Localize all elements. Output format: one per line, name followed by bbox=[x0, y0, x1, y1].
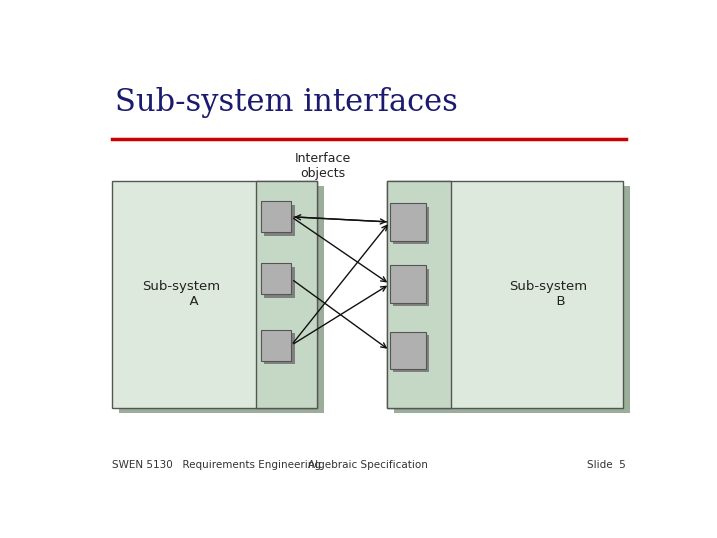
Bar bbox=[390, 203, 426, 240]
Bar bbox=[257, 181, 318, 408]
Text: Interface
objects: Interface objects bbox=[295, 152, 351, 180]
Bar bbox=[393, 335, 429, 372]
Bar bbox=[261, 201, 291, 232]
Bar bbox=[390, 265, 426, 303]
Bar bbox=[261, 330, 291, 361]
Bar bbox=[394, 186, 630, 413]
Bar bbox=[264, 267, 295, 298]
Text: Slide  5: Slide 5 bbox=[587, 459, 626, 470]
Bar bbox=[387, 181, 623, 408]
Text: Algebraic Specification: Algebraic Specification bbox=[308, 459, 427, 470]
Text: Sub-system
      B: Sub-system B bbox=[509, 280, 587, 308]
Text: SWEN 5130   Requirements Engineering: SWEN 5130 Requirements Engineering bbox=[112, 459, 320, 470]
Bar bbox=[387, 181, 451, 408]
Bar bbox=[118, 186, 324, 413]
Bar bbox=[264, 333, 295, 364]
Bar bbox=[393, 207, 429, 244]
Text: Sub-system interfaces: Sub-system interfaces bbox=[115, 87, 457, 118]
Bar bbox=[393, 269, 429, 306]
Text: Sub-system
      A: Sub-system A bbox=[142, 280, 220, 308]
Bar bbox=[390, 332, 426, 369]
Bar bbox=[112, 181, 318, 408]
Bar bbox=[261, 264, 291, 294]
Bar bbox=[264, 204, 295, 236]
